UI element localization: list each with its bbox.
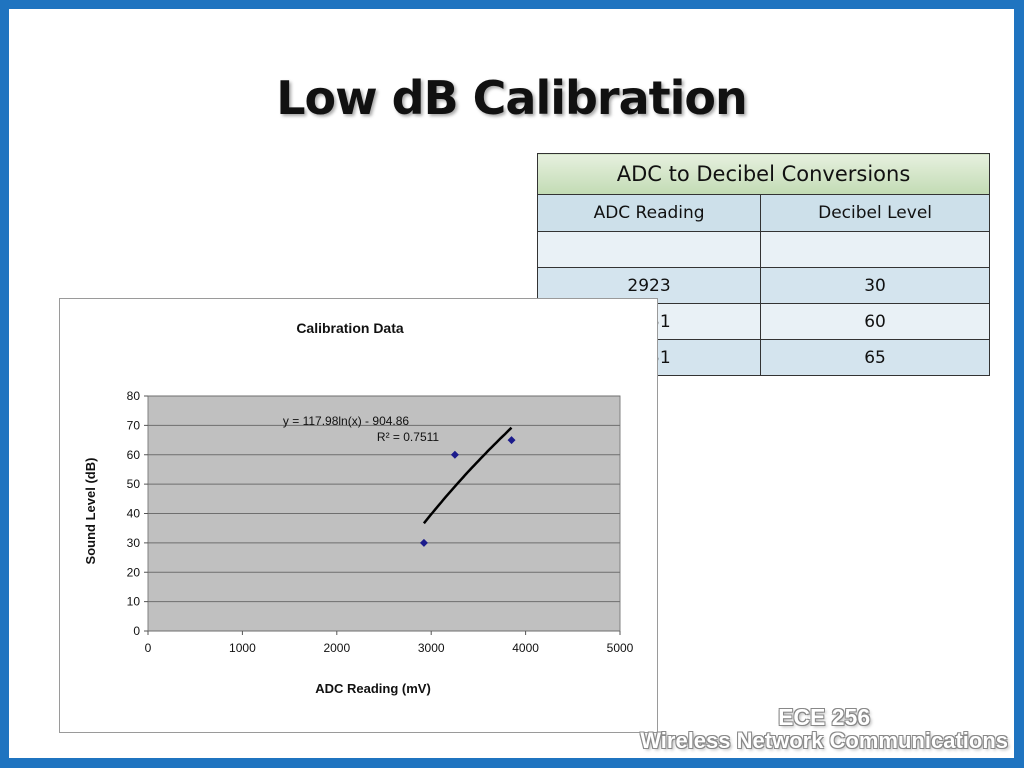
chart-title: Calibration Data [296,320,404,336]
column-header-decibel: Decibel Level [760,194,990,232]
y-tick-label: 0 [133,624,140,638]
trendline [422,426,513,525]
table-cell [760,231,990,268]
column-header-adc: ADC Reading [536,194,762,232]
data-point [507,436,516,445]
x-axis-label: ADC Reading (mV) [315,681,431,696]
data-points [419,436,516,547]
data-point [450,450,459,459]
y-tick-label: 40 [127,507,141,521]
y-tick-label: 50 [127,477,141,491]
table-cell: 60 [760,303,990,340]
table-cell: 30 [760,267,990,304]
data-point [419,538,428,547]
y-tick-label: 30 [127,536,141,550]
y-tick-label: 70 [127,418,141,432]
x-tick-label: 0 [145,641,152,655]
chart-area: Calibration Data 0 10 20 30 40 50 60 70 80 0 1000 2… [59,298,658,733]
trendline-group [422,426,513,525]
axis-ticks: 0 10 20 30 40 50 60 70 80 0 1000 2000 3000 4000 5000 [127,389,634,655]
course-brand: ECE 256 Wireless Network Communications [640,705,1008,752]
course-code: ECE 256 [778,703,871,730]
trendline-equation: y = 117.98ln(x) - 904.86 [283,414,410,428]
y-axis-label: Sound Level (dB) [83,458,98,565]
slide-title: Low dB Calibration [276,71,748,125]
table-cell [536,231,762,268]
slide: Low dB Calibration ADC to Decibel Conver… [9,9,1014,758]
y-tick-label: 80 [127,389,141,403]
r-squared-label: R² = 0.7511 [377,430,439,444]
grid-lines [147,395,621,632]
x-tick-label: 3000 [418,641,445,655]
y-tick-label: 60 [127,448,141,462]
scatter-chart: Calibration Data 0 10 20 30 40 50 60 70 80 0 1000 2… [83,320,634,696]
table-caption: ADC to Decibel Conversions [537,153,990,195]
x-tick-label: 2000 [323,641,350,655]
x-tick-label: 4000 [512,641,539,655]
table-row [536,231,990,268]
table-cell: 65 [760,339,990,376]
course-name: Wireless Network Communications [640,727,1008,753]
y-tick-label: 20 [127,565,141,579]
x-tick-label: 5000 [607,641,634,655]
y-tick-label: 10 [127,595,141,609]
x-tick-label: 1000 [229,641,256,655]
